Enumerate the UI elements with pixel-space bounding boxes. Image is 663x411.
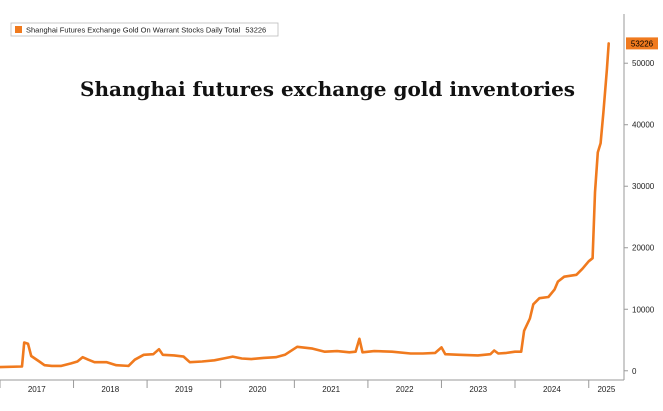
x-tick-label: 2022	[396, 385, 414, 394]
legend-entry: Shanghai Futures Exchange Gold On Warran…	[26, 26, 266, 35]
x-tick-label: 2023	[469, 385, 487, 394]
x-tick-label: 2018	[101, 385, 119, 394]
legend-last-value: 53226	[245, 26, 266, 35]
x-tick-label: 2021	[322, 385, 340, 394]
legend-box	[10, 22, 279, 37]
y-tick-label: 10000	[632, 305, 655, 314]
x-tick-label: 2019	[175, 385, 193, 394]
y-axis-ticks: 0 10000 20000 30000 40000 50000	[624, 59, 655, 376]
legend: Shanghai Futures Exchange Gold On Warran…	[10, 22, 279, 37]
legend-swatch	[15, 26, 22, 33]
y-tick-label: 20000	[632, 244, 655, 253]
y-tick-label: 50000	[632, 59, 655, 68]
legend-series-name: Shanghai Futures Exchange Gold On Warran…	[26, 26, 241, 35]
y-tick-label: 0	[632, 367, 637, 376]
series-line	[0, 42, 610, 369]
y-tick-label: 30000	[632, 182, 655, 191]
x-tick-label: 2024	[543, 385, 561, 394]
last-value-label: 53226	[631, 39, 654, 48]
x-tick-label: 2020	[249, 385, 267, 394]
x-axis-ticks: 2017 2018 2019 2020 2021 2022 2023 2024 2025	[0, 380, 616, 394]
x-tick-label: 2017	[28, 385, 46, 394]
overlay-title: Shanghai futures exchange gold inventori…	[80, 77, 575, 101]
last-value-tag: 53226	[626, 37, 658, 50]
y-tick-label: 40000	[632, 121, 655, 130]
x-tick-label: 2025	[597, 385, 615, 394]
last-value-background	[626, 37, 658, 50]
